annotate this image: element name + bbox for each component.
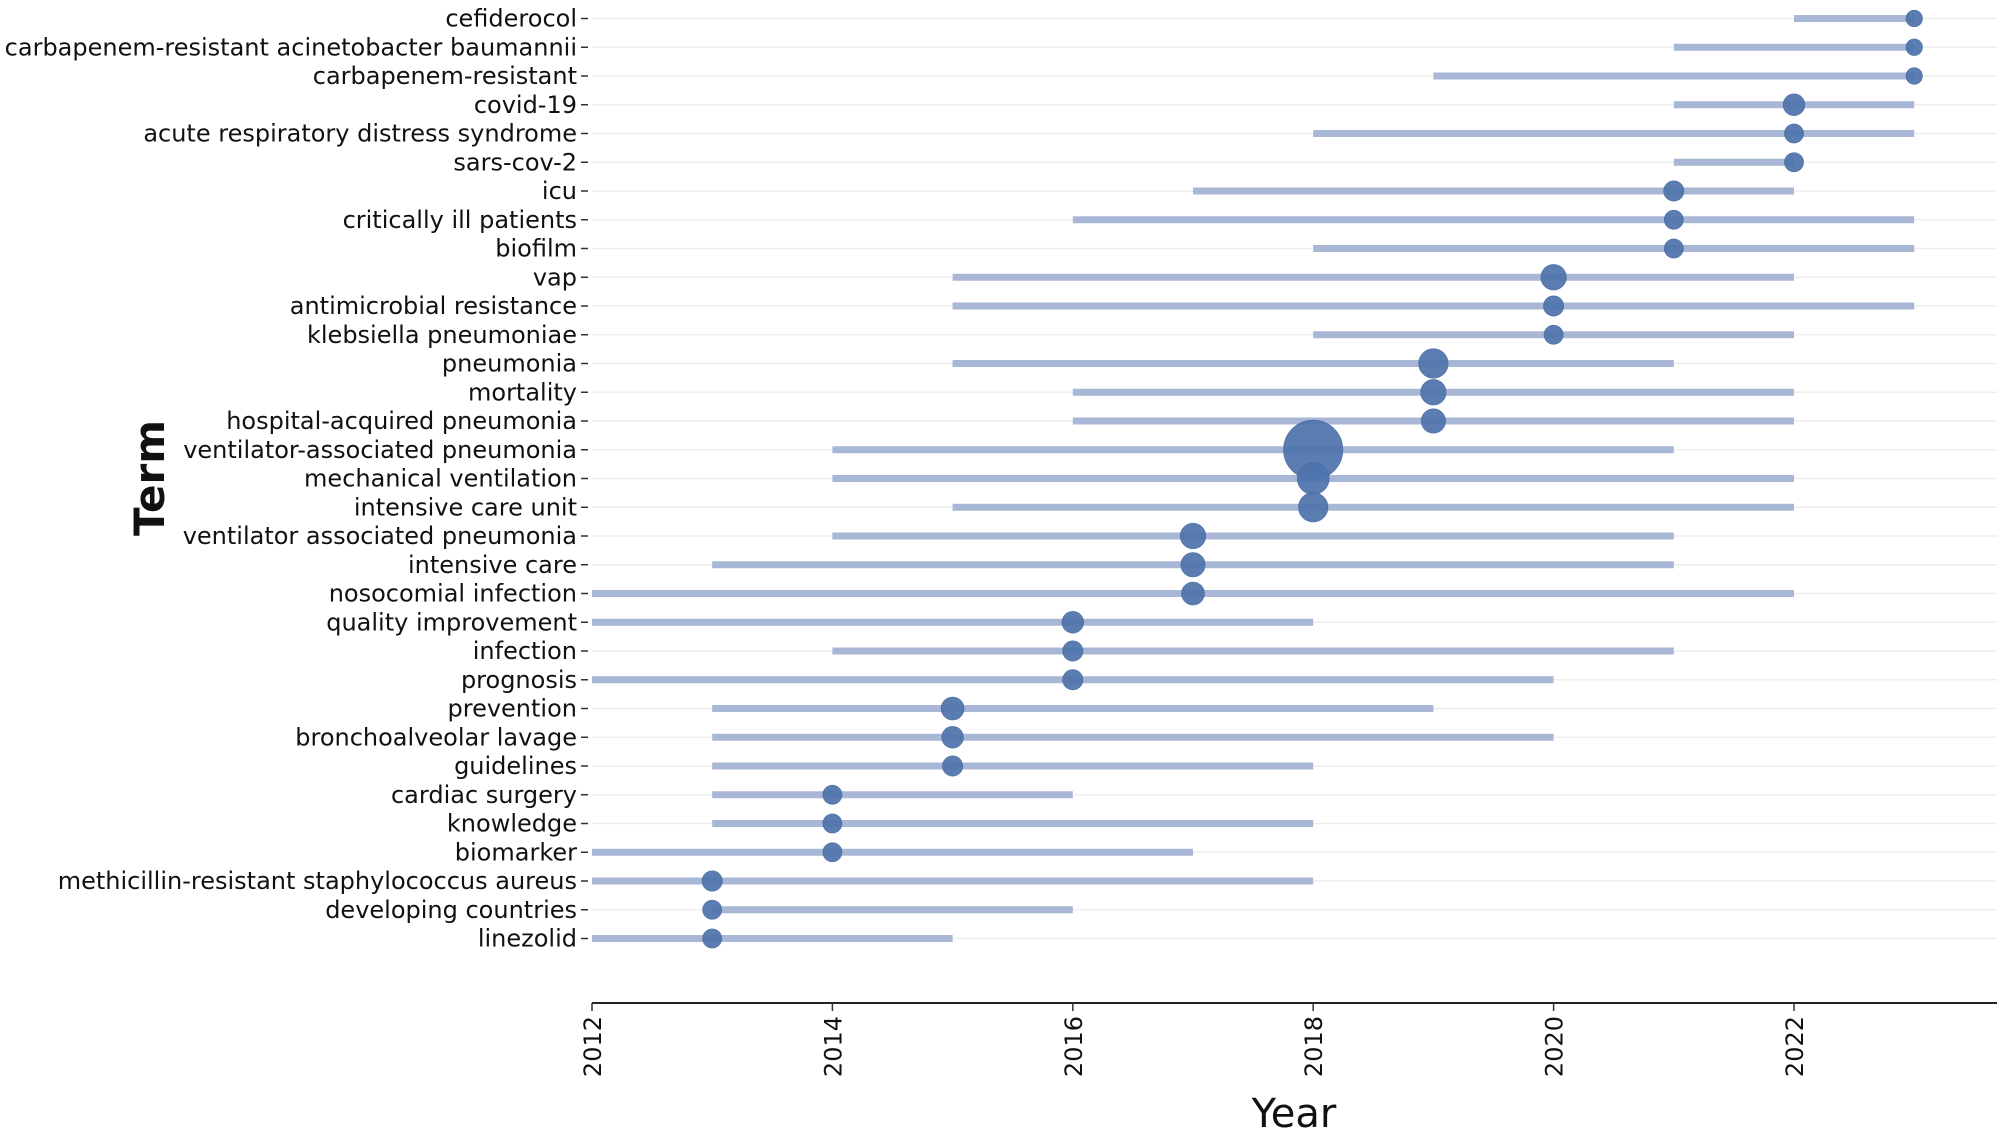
median-point (701, 870, 723, 892)
median-point (1180, 552, 1206, 578)
x-tick-label: 2022 (1781, 1016, 1809, 1077)
x-axis-ticks: 2012 2014 2016 2018 2020 2022 (579, 1003, 1809, 1077)
median-point (1062, 669, 1084, 691)
x-tick-label: 2020 (1541, 1016, 1569, 1077)
term-label: antimicrobial resistance (290, 292, 577, 320)
median-point (1905, 9, 1923, 28)
term-label: mechanical ventilation (304, 465, 577, 493)
term-label: cefiderocol (445, 5, 577, 33)
term-label: ventilator-associated pneumonia (183, 436, 577, 464)
median-point (1062, 640, 1084, 662)
term-label: vap (533, 263, 577, 291)
term-label: biofilm (495, 235, 577, 263)
median-point (1179, 522, 1207, 550)
median-point (1784, 152, 1804, 173)
median-point (1420, 408, 1446, 434)
term-label: mortality (468, 378, 577, 406)
median-point (942, 755, 964, 777)
term-label: quality improvement (326, 608, 577, 636)
x-tick-label: 2012 (579, 1016, 607, 1077)
median-points (701, 9, 1923, 949)
term-label: guidelines (454, 752, 577, 780)
term-label: sars-cov-2 (453, 148, 577, 176)
term-label: prognosis (461, 666, 577, 694)
median-point (702, 899, 723, 920)
term-label: intensive care unit (354, 493, 577, 521)
term-label: prevention (448, 695, 578, 723)
term-label: icu (542, 177, 577, 205)
median-point (1784, 123, 1804, 144)
term-label: hospital-acquired pneumonia (226, 407, 577, 435)
median-point (1418, 348, 1449, 379)
term-label: critically ill patients (343, 206, 577, 234)
term-label: knowledge (447, 810, 577, 838)
term-label: pneumonia (442, 350, 577, 378)
median-point (1061, 611, 1085, 634)
term-label: ventilator associated pneumonia (183, 522, 577, 550)
term-label: acute respiratory distress syndrome (143, 120, 577, 148)
median-point (1905, 67, 1923, 85)
term-label: klebsiella pneumoniae (307, 321, 577, 349)
median-point (1543, 295, 1565, 317)
term-label: cardiac surgery (391, 781, 577, 809)
median-point (1543, 324, 1564, 345)
median-point (1540, 264, 1567, 291)
median-point (1782, 93, 1806, 116)
median-point (941, 726, 964, 749)
median-point (1663, 180, 1685, 202)
median-point (940, 696, 965, 721)
median-point (822, 813, 843, 834)
median-point (1905, 38, 1923, 56)
term-label: covid-19 (474, 91, 577, 119)
median-point (1298, 492, 1329, 523)
x-tick-label: 2014 (819, 1016, 847, 1077)
median-point (822, 842, 843, 863)
median-point (1663, 209, 1684, 230)
median-point (1181, 581, 1205, 606)
median-point (702, 928, 723, 949)
term-label: methicillin-resistant staphylococcus aur… (58, 867, 577, 895)
term-label: intensive care (408, 551, 577, 579)
median-point (1296, 462, 1330, 495)
median-point (1663, 238, 1684, 259)
term-label: bronchoalveolar lavage (295, 723, 577, 751)
median-point (1420, 379, 1447, 406)
x-axis-title: Year (1251, 1091, 1337, 1137)
term-label: infection (473, 637, 577, 665)
term-label: developing countries (325, 896, 577, 924)
y-axis-title: Term (125, 420, 174, 536)
term-label: biomarker (455, 838, 577, 866)
x-tick-label: 2018 (1300, 1016, 1328, 1077)
term-label: nosocomial infection (329, 580, 577, 608)
term-label: carbapenem-resistant (313, 62, 577, 90)
term-label: linezolid (478, 925, 577, 953)
term-label: carbapenem-resistant acinetobacter bauma… (5, 33, 577, 61)
median-point (822, 784, 843, 805)
x-tick-label: 2016 (1060, 1016, 1088, 1077)
